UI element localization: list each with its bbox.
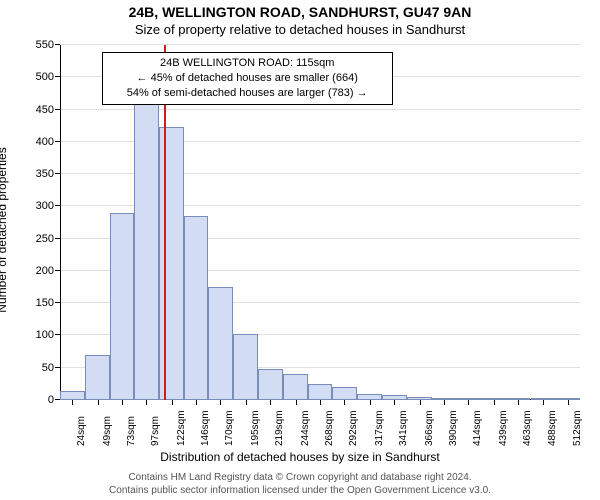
x-tick-label: 317sqm [374, 410, 385, 446]
x-tick-mark [394, 400, 395, 405]
x-tick-label: 414sqm [472, 410, 483, 446]
y-tick-label: 250 [36, 233, 54, 245]
annotation-line-3: 54% of semi-detached houses are larger (… [111, 86, 384, 101]
x-tick-label: 97sqm [150, 416, 161, 446]
x-tick-mark [543, 400, 544, 405]
x-tick-label: 49sqm [102, 416, 113, 446]
y-tick-mark [55, 238, 60, 239]
x-tick-label: 268sqm [324, 410, 335, 446]
x-tick-label: 439sqm [498, 410, 509, 446]
x-tick-label: 170sqm [224, 410, 235, 446]
histogram-bar [258, 369, 283, 400]
annotation-box: 24B WELLINGTON ROAD: 115sqm← 45% of deta… [102, 52, 393, 105]
x-tick-mark [568, 400, 569, 405]
x-tick-label: 219sqm [274, 410, 285, 446]
y-axis-line [60, 45, 61, 400]
x-tick-mark [220, 400, 221, 405]
y-tick-mark [55, 141, 60, 142]
x-tick-mark [246, 400, 247, 405]
y-tick-label: 500 [36, 71, 54, 83]
x-tick-label: 366sqm [424, 410, 435, 446]
x-tick-mark [196, 400, 197, 405]
x-tick-label: 463sqm [522, 410, 533, 446]
y-tick-mark [55, 270, 60, 271]
x-tick-mark [320, 400, 321, 405]
y-axis-label: Number of detached properties [0, 65, 9, 230]
x-tick-label: 24sqm [76, 416, 87, 446]
x-tick-mark [270, 400, 271, 405]
histogram-bar [85, 355, 110, 400]
histogram-bar [60, 391, 85, 400]
y-tick-mark [55, 173, 60, 174]
y-tick-label: 100 [36, 329, 54, 341]
x-tick-mark [344, 400, 345, 405]
x-tick-label: 195sqm [250, 410, 261, 446]
y-tick-mark [55, 334, 60, 335]
histogram-bar [208, 287, 233, 400]
y-tick-mark [55, 367, 60, 368]
y-tick-label: 150 [36, 297, 54, 309]
x-tick-label: 146sqm [200, 410, 211, 446]
x-tick-mark [146, 400, 147, 405]
y-tick-mark [55, 302, 60, 303]
y-tick-label: 450 [36, 104, 54, 116]
y-tick-mark [55, 44, 60, 45]
y-tick-label: 200 [36, 265, 54, 277]
y-tick-label: 550 [36, 39, 54, 51]
histogram-bar [308, 384, 333, 400]
x-tick-mark [518, 400, 519, 405]
footer-line-2: Contains public sector information licen… [0, 485, 600, 498]
histogram-bar [110, 213, 135, 400]
x-tick-mark [98, 400, 99, 405]
chart-subtitle: Size of property relative to detached ho… [0, 22, 600, 37]
gridline [60, 44, 580, 45]
x-tick-label: 122sqm [176, 410, 187, 446]
plot-area: 05010015020025030035040045050055024sqm49… [60, 45, 580, 400]
x-tick-mark [444, 400, 445, 405]
y-tick-label: 0 [48, 394, 54, 406]
histogram-bar [184, 216, 209, 400]
x-tick-label: 390sqm [448, 410, 459, 446]
histogram-bar [283, 374, 308, 400]
x-tick-mark [122, 400, 123, 405]
x-tick-label: 341sqm [398, 410, 409, 446]
annotation-line-1: 24B WELLINGTON ROAD: 115sqm [111, 56, 384, 71]
footer-line-1: Contains HM Land Registry data © Crown c… [0, 472, 600, 485]
x-tick-label: 244sqm [300, 410, 311, 446]
x-tick-label: 292sqm [348, 410, 359, 446]
x-tick-mark [420, 400, 421, 405]
histogram-bar [134, 77, 159, 400]
y-tick-label: 50 [42, 362, 54, 374]
y-tick-label: 350 [36, 168, 54, 180]
x-tick-label: 73sqm [126, 416, 137, 446]
histogram-bar [233, 334, 258, 400]
x-tick-mark [370, 400, 371, 405]
x-tick-mark [172, 400, 173, 405]
x-tick-mark [468, 400, 469, 405]
x-axis-label: Distribution of detached houses by size … [0, 450, 600, 464]
chart-title: 24B, WELLINGTON ROAD, SANDHURST, GU47 9A… [0, 4, 600, 20]
y-tick-label: 400 [36, 136, 54, 148]
x-tick-mark [72, 400, 73, 405]
x-tick-label: 488sqm [547, 410, 558, 446]
y-tick-mark [55, 205, 60, 206]
y-tick-mark [55, 76, 60, 77]
histogram-bar [332, 387, 357, 400]
y-tick-label: 300 [36, 200, 54, 212]
x-tick-mark [296, 400, 297, 405]
footer-attribution: Contains HM Land Registry data © Crown c… [0, 472, 600, 497]
x-tick-mark [494, 400, 495, 405]
annotation-line-2: ← 45% of detached houses are smaller (66… [111, 71, 384, 86]
x-tick-label: 512sqm [572, 410, 583, 446]
y-tick-mark [55, 109, 60, 110]
